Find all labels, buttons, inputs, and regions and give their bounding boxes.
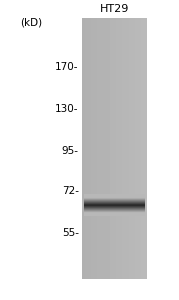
Text: 95-: 95- bbox=[62, 146, 79, 157]
Text: 130-: 130- bbox=[55, 104, 79, 115]
Text: 170-: 170- bbox=[55, 62, 79, 73]
Text: 55-: 55- bbox=[62, 227, 79, 238]
Text: (kD): (kD) bbox=[20, 17, 42, 28]
Text: HT29: HT29 bbox=[100, 4, 129, 14]
Text: 72-: 72- bbox=[62, 185, 79, 196]
